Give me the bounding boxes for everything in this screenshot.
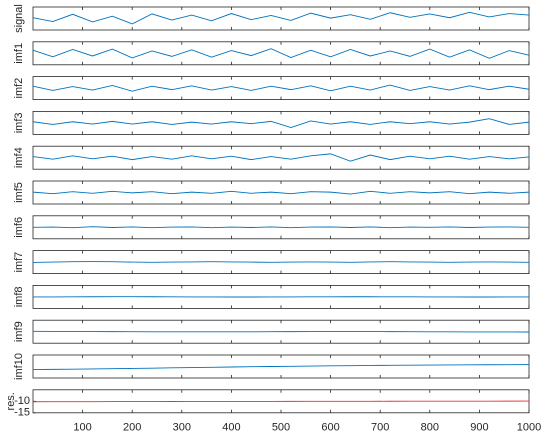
x-tick-label: 800 bbox=[421, 422, 439, 434]
y-axis-label: imf4 bbox=[13, 147, 25, 168]
y-axis-label: imf1 bbox=[13, 43, 25, 64]
data-line bbox=[32, 226, 530, 229]
y-axis-label: imf8 bbox=[13, 287, 25, 308]
data-line bbox=[32, 330, 530, 333]
data-line bbox=[32, 118, 530, 128]
x-tick-label: 500 bbox=[272, 422, 290, 434]
x-tick-label: 300 bbox=[173, 422, 191, 434]
data-line bbox=[32, 84, 530, 92]
panel-frame bbox=[32, 6, 530, 31]
y-axis-label: imf7 bbox=[13, 252, 25, 273]
data-line bbox=[32, 48, 530, 59]
y-axis-label: imf3 bbox=[13, 113, 25, 134]
x-tick-label: 100 bbox=[73, 422, 91, 434]
data-line bbox=[32, 11, 530, 25]
x-tick-label: 400 bbox=[222, 422, 240, 434]
panel-frame bbox=[32, 111, 530, 135]
y-axis-label: imf2 bbox=[13, 78, 25, 99]
x-tick-label: 200 bbox=[123, 422, 141, 434]
y-axis-label: signal bbox=[13, 4, 25, 33]
data-line bbox=[32, 261, 530, 263]
x-tick-label: 1000 bbox=[517, 422, 541, 434]
y-axis-label: imf6 bbox=[13, 217, 25, 238]
data-line bbox=[32, 153, 530, 162]
x-tick-label: 900 bbox=[470, 422, 488, 434]
y-axis-label: imf5 bbox=[13, 182, 25, 203]
data-line bbox=[32, 364, 530, 371]
y-tick-label: -15 bbox=[14, 407, 30, 419]
y-axis-label: imf9 bbox=[13, 321, 25, 342]
data-line bbox=[32, 190, 530, 195]
y-axis-label: imf10 bbox=[13, 353, 25, 380]
data-line bbox=[32, 400, 530, 403]
y-axis-label: res. bbox=[5, 392, 17, 410]
x-tick-label: 600 bbox=[321, 422, 339, 434]
y-tick-label: -10 bbox=[14, 395, 30, 407]
x-tick-label: 700 bbox=[371, 422, 389, 434]
